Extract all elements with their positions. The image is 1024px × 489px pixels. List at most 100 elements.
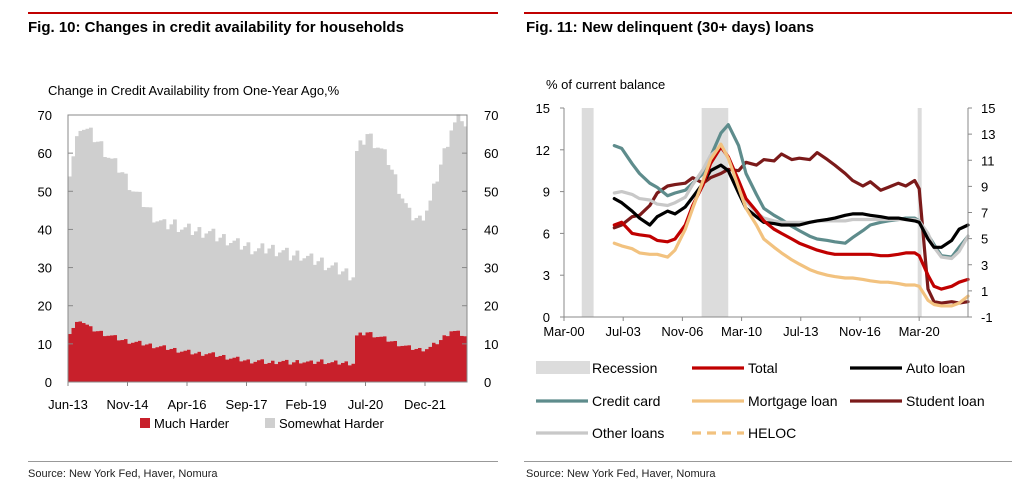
bar-much-harder	[218, 355, 223, 382]
bar-much-harder	[197, 351, 202, 382]
x-tick-label: Mar-20	[899, 324, 940, 339]
recession-band	[581, 108, 594, 317]
figure-11-panel: Fig. 11: New delinquent (30+ days) loans…	[518, 0, 1024, 489]
bar-somewhat-harder	[155, 221, 160, 348]
bar-much-harder	[264, 363, 268, 382]
bar-somewhat-harder	[267, 248, 272, 363]
figure-bottom-rule	[524, 461, 1012, 462]
bar-much-harder	[71, 327, 76, 382]
bar-somewhat-harder	[288, 260, 293, 365]
bar-much-harder	[215, 356, 219, 382]
bar-somewhat-harder	[148, 207, 153, 344]
y-tick-label: 9	[543, 185, 550, 200]
bar-much-harder	[453, 330, 457, 382]
bar-much-harder	[393, 340, 398, 382]
bar-much-harder	[106, 335, 111, 382]
y-tick-label: 20	[38, 299, 52, 314]
bar-much-harder	[127, 343, 132, 382]
bar-somewhat-harder	[358, 140, 363, 333]
bar-much-harder	[78, 321, 83, 382]
bar-somewhat-harder	[92, 142, 97, 332]
y-tick-label: 40	[38, 222, 52, 237]
bar-somewhat-harder	[355, 151, 359, 336]
bar-somewhat-harder	[103, 157, 107, 337]
bar-much-harder	[194, 353, 198, 382]
legend-label: Somewhat Harder	[279, 416, 384, 431]
bar-much-harder	[425, 349, 429, 382]
bar-much-harder	[439, 340, 443, 382]
bar-somewhat-harder	[330, 265, 335, 363]
bar-much-harder	[176, 352, 181, 382]
plot-frame	[67, 114, 468, 383]
bar-much-harder	[337, 364, 342, 382]
bar-much-harder	[173, 347, 177, 382]
bar-much-harder	[250, 363, 254, 382]
bar-somewhat-harder	[173, 219, 177, 348]
bar-much-harder	[411, 349, 415, 382]
bar-much-harder	[386, 341, 391, 382]
bar-much-harder	[344, 361, 349, 382]
bar-much-harder	[355, 335, 359, 382]
bar-somewhat-harder	[344, 268, 349, 362]
bar-much-harder	[201, 355, 205, 382]
y2-tick-label: 1	[981, 284, 988, 299]
bar-somewhat-harder	[323, 270, 328, 365]
y-tick-label: 12	[536, 143, 550, 158]
legend-label: Other loans	[592, 425, 664, 441]
bar-somewhat-harder	[278, 252, 282, 362]
y-tick-label: 10	[38, 337, 52, 352]
bar-much-harder	[435, 344, 440, 382]
bar-much-harder	[362, 335, 366, 382]
bar-somewhat-harder	[414, 217, 419, 349]
x-tick-label: Sep-17	[226, 397, 268, 412]
y2-tick-label: 7	[981, 206, 988, 221]
bar-somewhat-harder	[204, 233, 209, 355]
bar-much-harder	[211, 352, 216, 382]
y-tick-label: 50	[38, 184, 52, 199]
bar-much-harder	[141, 345, 146, 382]
x-tick-label: Jun-13	[48, 397, 88, 412]
x-tick-label: Nov-16	[839, 324, 881, 339]
bar-somewhat-harder	[145, 207, 149, 345]
bar-much-harder	[89, 326, 93, 382]
recession-band	[701, 108, 729, 317]
source-note: Source: New York Fed, Haver, Nomura	[28, 468, 218, 480]
bar-much-harder	[68, 334, 72, 382]
bar-somewhat-harder	[379, 148, 384, 337]
bar-much-harder	[180, 351, 184, 382]
line-series-total	[612, 145, 970, 291]
bar-somewhat-harder	[376, 147, 380, 338]
x-tick-label: Nov-06	[661, 324, 703, 339]
bar-somewhat-harder	[243, 245, 247, 361]
bar-much-harder	[428, 346, 433, 382]
bar-somewhat-harder	[365, 134, 370, 333]
bar-somewhat-harder	[383, 149, 387, 337]
x-tick-label: Nov-14	[107, 397, 149, 412]
x-tick-label: Apr-16	[167, 397, 206, 412]
bar-somewhat-harder	[159, 220, 163, 347]
bar-much-harder	[313, 363, 317, 382]
y2-tick-label: 15	[981, 101, 995, 116]
bar-much-harder	[379, 336, 384, 382]
bar-much-harder	[302, 362, 307, 382]
bar-much-harder	[299, 363, 303, 382]
bar-somewhat-harder	[292, 255, 296, 363]
bar-much-harder	[281, 360, 286, 382]
bar-somewhat-harder	[463, 126, 468, 337]
y2-tick-label: 11	[981, 153, 995, 168]
bar-much-harder	[253, 361, 258, 382]
bar-much-harder	[463, 336, 468, 382]
bar-somewhat-harder	[446, 146, 450, 337]
bar-somewhat-harder	[260, 243, 265, 360]
bar-much-harder	[278, 361, 282, 382]
bar-somewhat-harder	[106, 157, 111, 336]
bar-much-harder	[460, 335, 464, 382]
bar-much-harder	[351, 363, 356, 382]
line-series-student-loan	[612, 151, 970, 305]
bar-somewhat-harder	[393, 174, 398, 341]
bar-somewhat-harder	[327, 267, 331, 364]
bar-somewhat-harder	[190, 234, 195, 355]
bar-much-harder	[183, 350, 188, 382]
bar-much-harder	[131, 342, 135, 382]
bar-much-harder	[348, 365, 352, 382]
